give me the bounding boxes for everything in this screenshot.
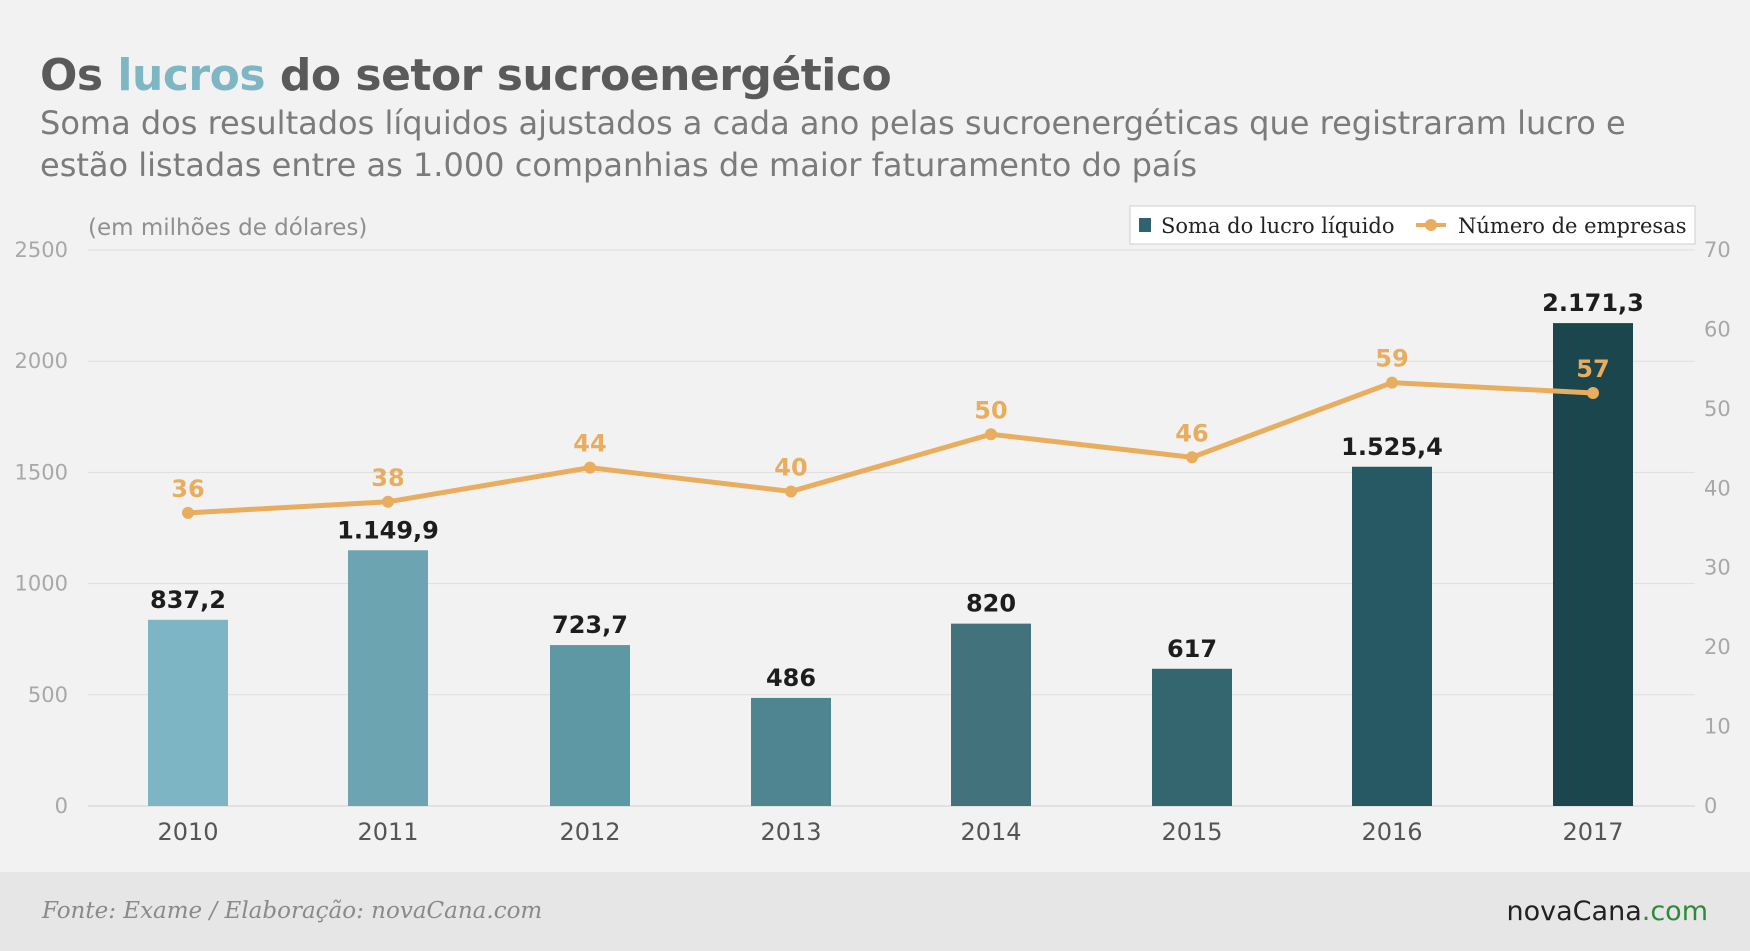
line-point bbox=[985, 428, 997, 441]
footer: Fonte: Exame / Elaboração: novaCana.com … bbox=[0, 872, 1750, 951]
legend-bar-swatch bbox=[1139, 218, 1151, 232]
bar-value-label: 1.149,9 bbox=[337, 516, 439, 544]
unit-note: (em milhões de dólares) bbox=[88, 215, 367, 241]
line-series-path bbox=[187, 380, 1594, 516]
bar bbox=[550, 645, 630, 806]
left-axis-tick-label: 500 bbox=[28, 683, 68, 707]
chart-title: Os lucros do setor sucroenergético bbox=[40, 50, 892, 101]
line-point bbox=[785, 485, 797, 498]
right-axis-tick-label: 40 bbox=[1704, 476, 1731, 500]
right-axis-tick-label: 70 bbox=[1704, 238, 1731, 262]
source-note: Fonte: Exame / Elaboração: novaCana.com bbox=[42, 898, 543, 924]
line-value-label: 40 bbox=[774, 453, 807, 481]
brand-logo: novaCana.com bbox=[1507, 896, 1708, 927]
legend-line-marker bbox=[1425, 219, 1437, 231]
line-point bbox=[1386, 376, 1398, 389]
left-axis-tick-label: 1000 bbox=[15, 572, 68, 596]
bar bbox=[1553, 323, 1633, 806]
right-axis-tick-label: 0 bbox=[1704, 794, 1717, 818]
title-prefix: Os bbox=[40, 50, 118, 101]
bar bbox=[1352, 466, 1432, 806]
right-axis-tick-label: 20 bbox=[1704, 635, 1731, 659]
left-axis-tick-label: 2000 bbox=[15, 349, 68, 373]
line-value-label: 46 bbox=[1175, 419, 1208, 447]
right-axis-tick-label: 30 bbox=[1704, 556, 1731, 580]
bar-value-label: 1.525,4 bbox=[1341, 433, 1443, 461]
x-axis-tick-label: 2015 bbox=[1161, 818, 1222, 846]
title-suffix: do setor sucroenergético bbox=[265, 50, 892, 101]
x-axis-tick-label: 2011 bbox=[357, 818, 418, 846]
right-axis-tick-label: 10 bbox=[1704, 715, 1731, 739]
line-point bbox=[584, 461, 596, 474]
bar bbox=[1152, 668, 1232, 806]
line-point bbox=[1587, 386, 1599, 399]
bar-value-label: 820 bbox=[966, 590, 1016, 618]
bar-value-label: 617 bbox=[1167, 635, 1217, 663]
title-highlight: lucros bbox=[117, 50, 266, 101]
line-value-label: 36 bbox=[171, 475, 204, 503]
line-value-label: 44 bbox=[573, 430, 606, 458]
chart-subtitle: Soma dos resultados líquidos ajustados a… bbox=[40, 104, 1626, 184]
line-value-label: 38 bbox=[371, 464, 404, 492]
x-axis-tick-label: 2017 bbox=[1562, 818, 1623, 846]
right-axis-tick-label: 50 bbox=[1704, 397, 1731, 421]
line-value-label: 50 bbox=[974, 396, 1007, 424]
bar-value-label: 723,7 bbox=[552, 611, 628, 639]
bar bbox=[751, 697, 831, 806]
line-point bbox=[182, 506, 194, 519]
chart-svg: 0 500 1000 1500 2000 2500 0 10 20 30 40 50 60 70 (em m… bbox=[15, 205, 1731, 846]
x-axis-tick-label: 2012 bbox=[559, 818, 620, 846]
bar bbox=[951, 623, 1031, 806]
bar-value-label: 486 bbox=[766, 664, 816, 692]
left-axis-tick-label: 1500 bbox=[15, 460, 68, 484]
line-point bbox=[382, 495, 394, 508]
legend-line-label: Número de empresas bbox=[1458, 214, 1686, 238]
bar-value-label: 837,2 bbox=[150, 586, 226, 614]
x-axis-tick-label: 2010 bbox=[157, 818, 218, 846]
bar bbox=[348, 550, 428, 806]
legend-box bbox=[1129, 205, 1696, 245]
right-axis-tick-label: 60 bbox=[1704, 317, 1731, 341]
x-axis-tick-label: 2014 bbox=[960, 818, 1021, 846]
x-axis-tick-label: 2016 bbox=[1361, 818, 1422, 846]
bar-value-label: 2.171,3 bbox=[1542, 289, 1644, 317]
line-value-label: 57 bbox=[1576, 355, 1609, 383]
x-axis-tick-label: 2013 bbox=[760, 818, 821, 846]
line-value-label: 59 bbox=[1375, 345, 1408, 373]
bar bbox=[148, 619, 228, 806]
left-axis-tick-label: 2500 bbox=[15, 238, 68, 262]
line-point bbox=[1186, 451, 1198, 464]
legend-bar-label: Soma do lucro líquido bbox=[1161, 214, 1394, 238]
left-axis-tick-label: 0 bbox=[55, 794, 68, 818]
brand-suffix: .com bbox=[1641, 896, 1708, 927]
brand-name: novaCana bbox=[1506, 896, 1642, 927]
